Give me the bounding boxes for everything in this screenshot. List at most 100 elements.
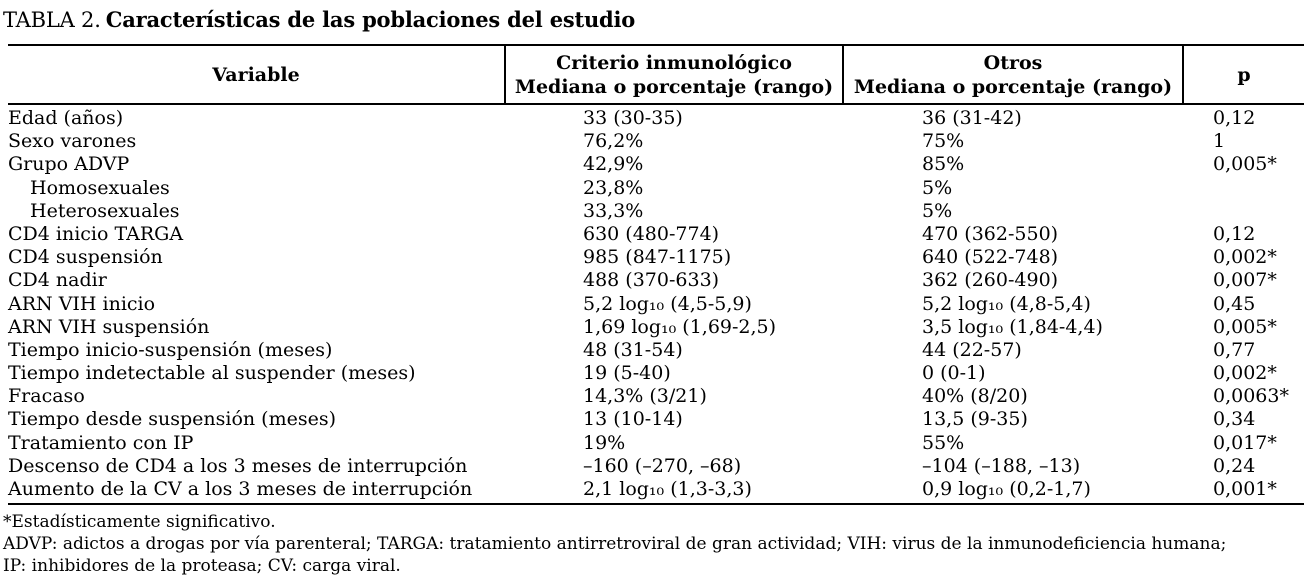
- table-row: Heterosexuales 33,3% 5%: [8, 200, 1304, 223]
- cell-otros-value: 40% (8/20): [922, 385, 1028, 408]
- row-variable-label: Heterosexuales: [30, 199, 180, 222]
- column-header-line: Mediana o porcentaje (rango): [514, 75, 834, 98]
- cell-otros-value: 75%: [922, 130, 965, 153]
- cell-criterio-value: 23,8%: [583, 176, 644, 199]
- table-row: Tiempo indetectable al suspender (meses)…: [8, 362, 1304, 385]
- row-variable-label: CD4 nadir: [8, 269, 107, 292]
- table-row: Aumento de la CV a los 3 meses de interr…: [8, 478, 1304, 501]
- table-header-row: Variable Criterio inmunológico Mediana o…: [8, 46, 1304, 105]
- row-variable-label: Descenso de CD4 a los 3 meses de interru…: [8, 454, 468, 477]
- cell-p-value: 0,017*: [1213, 431, 1277, 454]
- cell-otros-value: 13,5 (9-35): [922, 408, 1028, 431]
- column-header-p: p: [1182, 46, 1304, 103]
- table-row: Tiempo desde suspensión (meses) 13 (10-14…: [8, 408, 1304, 431]
- row-variable-label: CD4 suspensión: [8, 246, 163, 269]
- cell-criterio-value: 48 (31-54): [583, 338, 683, 361]
- column-header-criterio-inmunologico: Criterio inmunológico Mediana o porcenta…: [504, 46, 842, 103]
- cell-otros-value: 470 (362-550): [922, 222, 1059, 245]
- cell-criterio-value: –160 (–270, –68): [583, 454, 742, 477]
- column-header-variable: Variable: [212, 63, 300, 86]
- cell-p-value: 1: [1213, 130, 1226, 153]
- cell-p-value: 0,005*: [1213, 315, 1277, 338]
- row-variable-label: Tratamiento con IP: [8, 431, 194, 454]
- row-variable-label: Fracaso: [8, 385, 85, 408]
- table-title: TABLA 2. Características de las poblacion…: [3, 7, 635, 32]
- table-row: ARN VIH suspensión 1,69 log₁₀ (1,69-2,5) 3…: [8, 316, 1304, 339]
- cell-criterio-value: 19%: [583, 431, 626, 454]
- cell-p-value: 0,34: [1213, 408, 1256, 431]
- row-variable-label: Aumento de la CV a los 3 meses de interr…: [8, 478, 473, 500]
- table-body: Edad (años) 33 (30-35) 36 (31-42) 0,12 Sexo …: [8, 105, 1304, 503]
- table-row: CD4 nadir 488 (370-633) 362 (260-490) 0,007…: [8, 269, 1304, 292]
- cell-p-value: 0,24: [1213, 454, 1256, 477]
- cell-criterio-value: 1,69 log₁₀ (1,69-2,5): [583, 315, 777, 338]
- row-variable-label: CD4 inicio TARGA: [8, 222, 184, 245]
- cell-p-value: 0,007*: [1213, 269, 1277, 292]
- cell-p-value: 0,77: [1213, 338, 1256, 361]
- table-row: CD4 inicio TARGA 630 (480-774) 470 (362-55…: [8, 223, 1304, 246]
- row-variable-label: Homosexuales: [30, 176, 170, 199]
- row-variable-label: Tiempo desde suspensión (meses): [8, 408, 337, 431]
- footnote-significance: *Estadísticamente significativo.: [3, 512, 276, 532]
- cell-criterio-value: 76,2%: [583, 130, 644, 153]
- cell-otros-value: 55%: [922, 431, 965, 454]
- table-row: Tratamiento con IP 19% 55% 0,017*: [8, 432, 1304, 455]
- row-variable-label: ARN VIH suspensión: [8, 315, 210, 338]
- table-row: CD4 suspensión 985 (847-1175) 640 (522-748…: [8, 246, 1304, 269]
- table-row: Descenso de CD4 a los 3 meses de interru…: [8, 455, 1304, 478]
- footnotes: *Estadísticamente significativo. ADVP: a…: [3, 511, 1226, 577]
- column-header-line: Criterio inmunológico: [556, 51, 792, 74]
- table-row: Sexo varones 76,2% 75% 1: [8, 130, 1304, 153]
- row-variable-label: Edad (años): [8, 107, 124, 129]
- cell-p-value: [1182, 200, 1304, 223]
- column-header-line: Otros: [983, 51, 1043, 74]
- row-variable-label: ARN VIH inicio: [8, 292, 156, 315]
- cell-otros-value: 0 (0-1): [922, 362, 986, 385]
- row-variable-label: Tiempo indetectable al suspender (meses): [8, 362, 416, 385]
- table-row: ARN VIH inicio 5,2 log₁₀ (4,5-5,9) 5,2 log…: [8, 293, 1304, 316]
- cell-otros-value: 5%: [922, 176, 953, 199]
- cell-criterio-value: 488 (370-633): [583, 269, 720, 292]
- table-row: Homosexuales 23,8% 5%: [8, 177, 1304, 200]
- cell-p-value: 0,001*: [1213, 478, 1277, 500]
- cell-p-value: 0,45: [1213, 292, 1256, 315]
- cell-otros-value: 5%: [922, 199, 953, 222]
- cell-criterio-value: 630 (480-774): [583, 222, 720, 245]
- footnote-abbreviations-line2: IP: inhibidores de la proteasa; CV: carg…: [3, 556, 401, 576]
- cell-otros-value: 362 (260-490): [922, 269, 1059, 292]
- cell-criterio-value: 19 (5-40): [583, 362, 671, 385]
- cell-p-value: 0,005*: [1213, 153, 1277, 176]
- cell-otros-value: 85%: [922, 153, 965, 176]
- table-row: Fracaso 14,3% (3/21) 40% (8/20) 0,0063*: [8, 385, 1304, 408]
- cell-otros-value: –104 (–188, –13): [922, 454, 1081, 477]
- cell-p-value: 0,12: [1213, 107, 1256, 129]
- table-number-label: TABLA 2.: [3, 8, 101, 32]
- row-variable-label: Tiempo inicio-suspensión (meses): [8, 338, 333, 361]
- column-header-otros: Otros Mediana o porcentaje (rango): [842, 46, 1182, 103]
- study-characteristics-table: Variable Criterio inmunológico Mediana o…: [8, 44, 1304, 506]
- table-row: Tiempo inicio-suspensión (meses) 48 (31-5…: [8, 339, 1304, 362]
- cell-criterio-value: 14,3% (3/21): [583, 385, 707, 408]
- cell-otros-value: 0,9 log₁₀ (0,2-1,7): [922, 478, 1091, 500]
- cell-otros-value: 36 (31-42): [922, 107, 1022, 129]
- cell-otros-value: 640 (522-748): [922, 246, 1059, 269]
- cell-otros-value: 44 (22-57): [922, 338, 1022, 361]
- cell-p-value: 0,12: [1213, 222, 1256, 245]
- cell-otros-value: 3,5 log₁₀ (1,84-4,4): [922, 315, 1103, 338]
- table-row: Grupo ADVP 42,9% 85% 0,005*: [8, 153, 1304, 176]
- row-variable-label: Sexo varones: [8, 130, 137, 153]
- column-header-line: Mediana o porcentaje (rango): [853, 75, 1173, 98]
- cell-criterio-value: 33 (30-35): [583, 107, 683, 129]
- cell-p-value: [1182, 177, 1304, 200]
- cell-criterio-value: 33,3%: [583, 199, 644, 222]
- row-variable-label: Grupo ADVP: [8, 153, 130, 176]
- cell-criterio-value: 2,1 log₁₀ (1,3-3,3): [583, 478, 752, 500]
- cell-p-value: 0,002*: [1213, 362, 1277, 385]
- cell-criterio-value: 13 (10-14): [583, 408, 683, 431]
- cell-otros-value: 5,2 log₁₀ (4,8-5,4): [922, 292, 1091, 315]
- cell-p-value: 0,0063*: [1213, 385, 1289, 408]
- cell-criterio-value: 42,9%: [583, 153, 644, 176]
- cell-p-value: 0,002*: [1213, 246, 1277, 269]
- table-row: Edad (años) 33 (30-35) 36 (31-42) 0,12: [8, 107, 1304, 130]
